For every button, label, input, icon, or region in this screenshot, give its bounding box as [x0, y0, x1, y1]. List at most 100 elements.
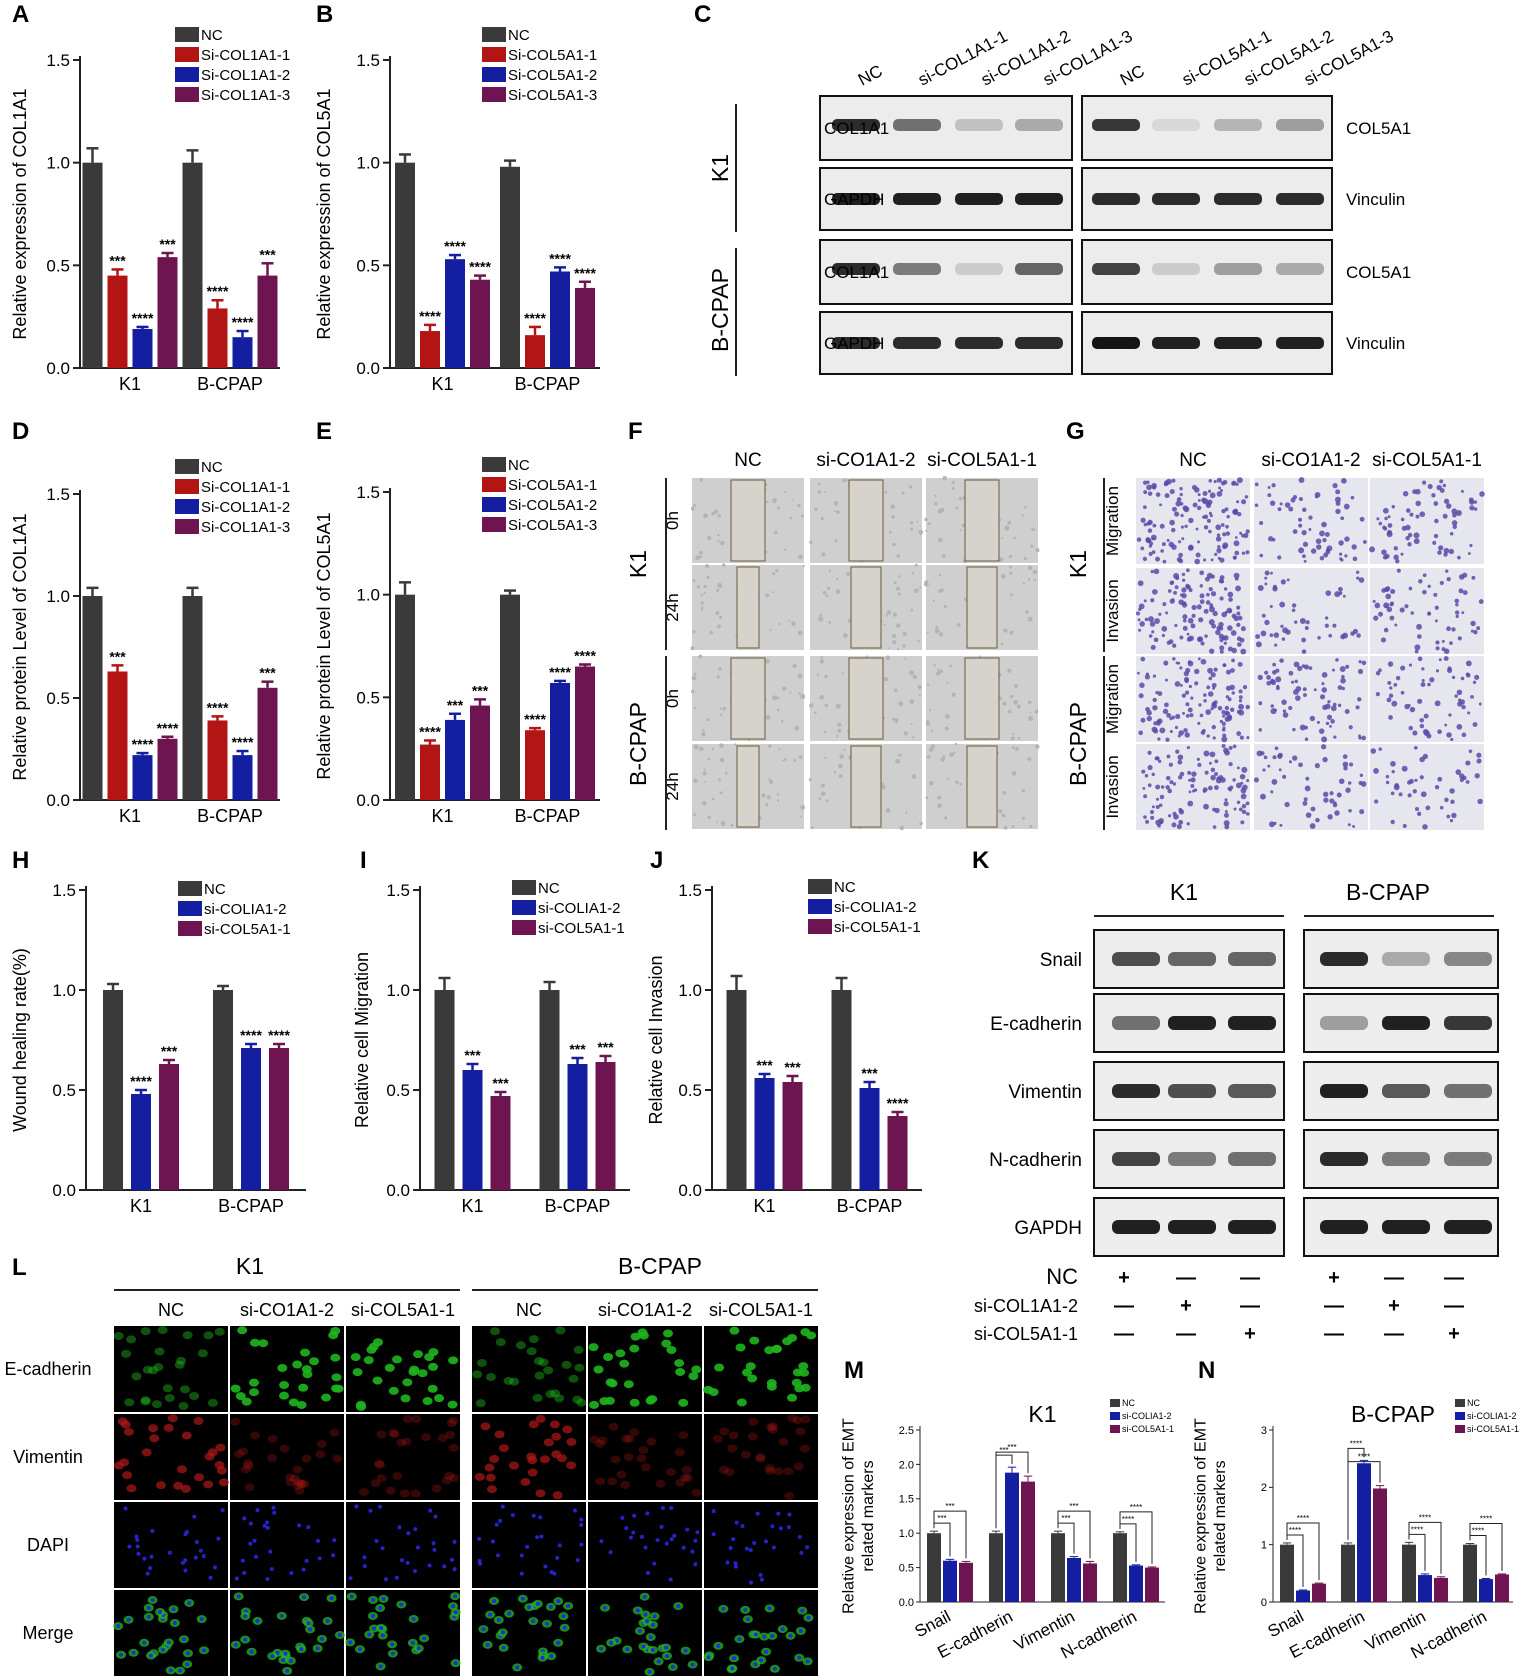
cell-speck [895, 758, 901, 764]
transwell-g: NC si-CO1A1-2 si-COL5A1-1MigrationInvasion… [1065, 450, 1485, 830]
cell-signal [619, 1359, 630, 1368]
cell-speck [949, 752, 954, 757]
panel-label-h: H [12, 847, 29, 874]
column-label: si-CO1A1-2 [598, 1300, 692, 1320]
stained-cell [1191, 771, 1197, 777]
cell-signal [624, 1434, 635, 1443]
cell-signal [113, 1332, 124, 1341]
legend-swatch [482, 477, 506, 492]
nucleus-signal [172, 1620, 177, 1625]
stained-cell [1417, 634, 1422, 639]
stained-cell [1141, 769, 1146, 774]
stained-cell [1224, 749, 1230, 756]
cell-speck [761, 793, 766, 798]
cell-signal [240, 1558, 245, 1563]
cell-speck [700, 607, 704, 611]
stained-cell [1340, 516, 1345, 521]
stained-cell [1462, 590, 1468, 596]
bar [539, 990, 560, 1190]
cell-signal [623, 1380, 634, 1389]
nucleus-signal [160, 1647, 165, 1652]
bar [1357, 1463, 1371, 1602]
stained-cell [1186, 746, 1190, 750]
stained-cell [1408, 778, 1414, 784]
stained-cell [1267, 764, 1271, 768]
stained-cell [1384, 516, 1388, 521]
nucleus-signal [325, 1619, 330, 1624]
cell-speck [802, 565, 805, 568]
cell-speck [718, 778, 722, 782]
blot-row-label: Vinculin [1346, 190, 1405, 209]
nucleus-signal [126, 1617, 131, 1622]
legend-label: Si-COL5A1-1 [508, 47, 597, 64]
cell-signal [164, 1393, 175, 1402]
stained-cell [1179, 666, 1183, 670]
stained-cell [1443, 547, 1450, 554]
nucleus-signal [171, 1607, 176, 1612]
cell-speck [1008, 565, 1013, 569]
stained-cell [1402, 823, 1407, 828]
cell-speck [693, 778, 698, 783]
stained-cell [1188, 684, 1193, 689]
cell-speck [781, 719, 784, 723]
stained-cell [1271, 779, 1278, 785]
cell-signal [135, 1537, 140, 1542]
cell-speck [765, 658, 770, 664]
cell-signal [736, 1398, 747, 1407]
stained-cell [1258, 728, 1263, 732]
stained-cell [1208, 479, 1213, 483]
stained-cell [1310, 806, 1316, 812]
bar [213, 990, 233, 1190]
stained-cell [1160, 785, 1165, 789]
stained-cell [1183, 728, 1188, 733]
cell-signal [411, 1415, 422, 1424]
stained-cell [1344, 709, 1350, 714]
cell-signal [652, 1561, 657, 1566]
stained-cell [1139, 621, 1145, 627]
nucleus-signal [453, 1610, 458, 1615]
stained-cell [1240, 820, 1245, 825]
stained-cell [1231, 480, 1237, 486]
stained-cell [1190, 777, 1196, 783]
y-tick-label: 1.5 [899, 1494, 914, 1506]
cell-speck [893, 688, 898, 693]
stained-cell [1378, 611, 1384, 617]
cell-speck [946, 777, 949, 781]
significance-label: *** [464, 1047, 481, 1063]
cell-signal [402, 1415, 413, 1424]
nucleus-signal [637, 1628, 642, 1633]
cell-speck [773, 530, 778, 535]
y-tick-label: 0.5 [46, 689, 70, 708]
cell-signal [174, 1360, 185, 1369]
y-axis-label: Wound healing rate(%) [10, 948, 30, 1132]
nucleus-signal [780, 1627, 785, 1632]
stained-cell [1333, 735, 1337, 739]
cell-speck [791, 621, 796, 627]
cell-signal [142, 1556, 147, 1561]
cell-signal [289, 1571, 294, 1576]
nucleus-signal [647, 1669, 652, 1674]
cell-signal [121, 1349, 132, 1358]
x-tick-label: B-CPAP [218, 1196, 284, 1216]
cell-signal [543, 1438, 554, 1447]
cell-signal [294, 1486, 305, 1495]
panel-label-g: G [1066, 418, 1085, 445]
cell-signal [293, 1481, 304, 1490]
stained-cell [1242, 784, 1248, 791]
legend-swatch [512, 880, 536, 895]
stained-cell [1155, 804, 1160, 810]
cell-speck [953, 751, 956, 754]
blot-band [1112, 952, 1160, 966]
stained-cell [1207, 667, 1213, 674]
y-tick-label: 0.5 [52, 1081, 76, 1100]
nucleus-signal [706, 1655, 711, 1660]
stained-cell [1236, 477, 1243, 484]
cell-speck [1032, 569, 1038, 575]
stained-cell [1292, 727, 1296, 732]
nucleus-signal [507, 1611, 512, 1616]
y-axis-label: Relative cell Migration [352, 952, 372, 1128]
cell-speck [959, 782, 962, 786]
stained-cell [1157, 718, 1163, 724]
nucleus-signal [390, 1642, 395, 1647]
